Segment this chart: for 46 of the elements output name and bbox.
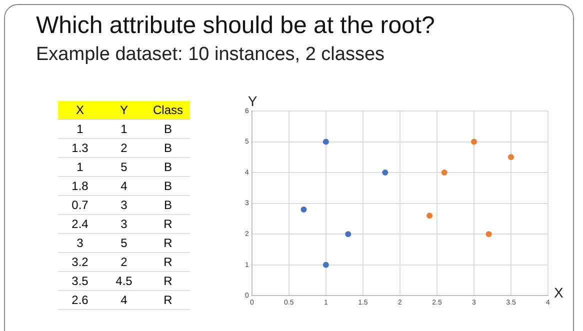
y-axis-title: Y [248, 92, 258, 109]
text: 3.2 [72, 255, 88, 269]
text: Example dataset: 10 instances, 2 classes [36, 44, 385, 66]
text: R [164, 217, 172, 231]
text: 3 [76, 236, 84, 250]
text: 3.5 [72, 274, 88, 288]
x-axis-title: X [554, 284, 564, 300]
text: 2 [120, 141, 128, 155]
text: 1 [120, 122, 128, 136]
text: 2 [120, 255, 128, 269]
text: 1 [76, 122, 84, 136]
text: 1.8 [72, 179, 88, 193]
point [382, 170, 388, 176]
point [441, 170, 448, 176]
text: B [164, 198, 172, 212]
text: 3 [120, 198, 128, 212]
category-label: Y [102, 101, 146, 120]
text: 5 [120, 236, 128, 250]
text: R [164, 293, 172, 307]
text: B [164, 122, 172, 136]
text: B [164, 179, 172, 193]
text: 0.7 [72, 198, 88, 212]
text: 5 [120, 160, 128, 174]
text: B [164, 141, 172, 155]
text: B [164, 160, 172, 174]
category-label: X [58, 101, 102, 120]
text: 4 [120, 179, 128, 193]
point [486, 231, 492, 238]
text: 3 [120, 217, 128, 231]
point [426, 212, 433, 219]
category-label: Class [146, 101, 190, 120]
point [345, 231, 352, 238]
text: Which attribute should be at the root? [36, 12, 435, 40]
text: R [164, 255, 172, 269]
text: 4.5 [116, 274, 132, 288]
point [300, 206, 307, 212]
text: 2.4 [72, 217, 88, 231]
text: 1 [76, 160, 84, 174]
point [322, 262, 329, 268]
text: R [164, 274, 172, 288]
text: R [164, 236, 172, 250]
point [322, 138, 329, 145]
text: 2.6 [72, 293, 88, 307]
point [470, 138, 477, 145]
text: 1.3 [72, 141, 88, 155]
point [508, 154, 514, 160]
